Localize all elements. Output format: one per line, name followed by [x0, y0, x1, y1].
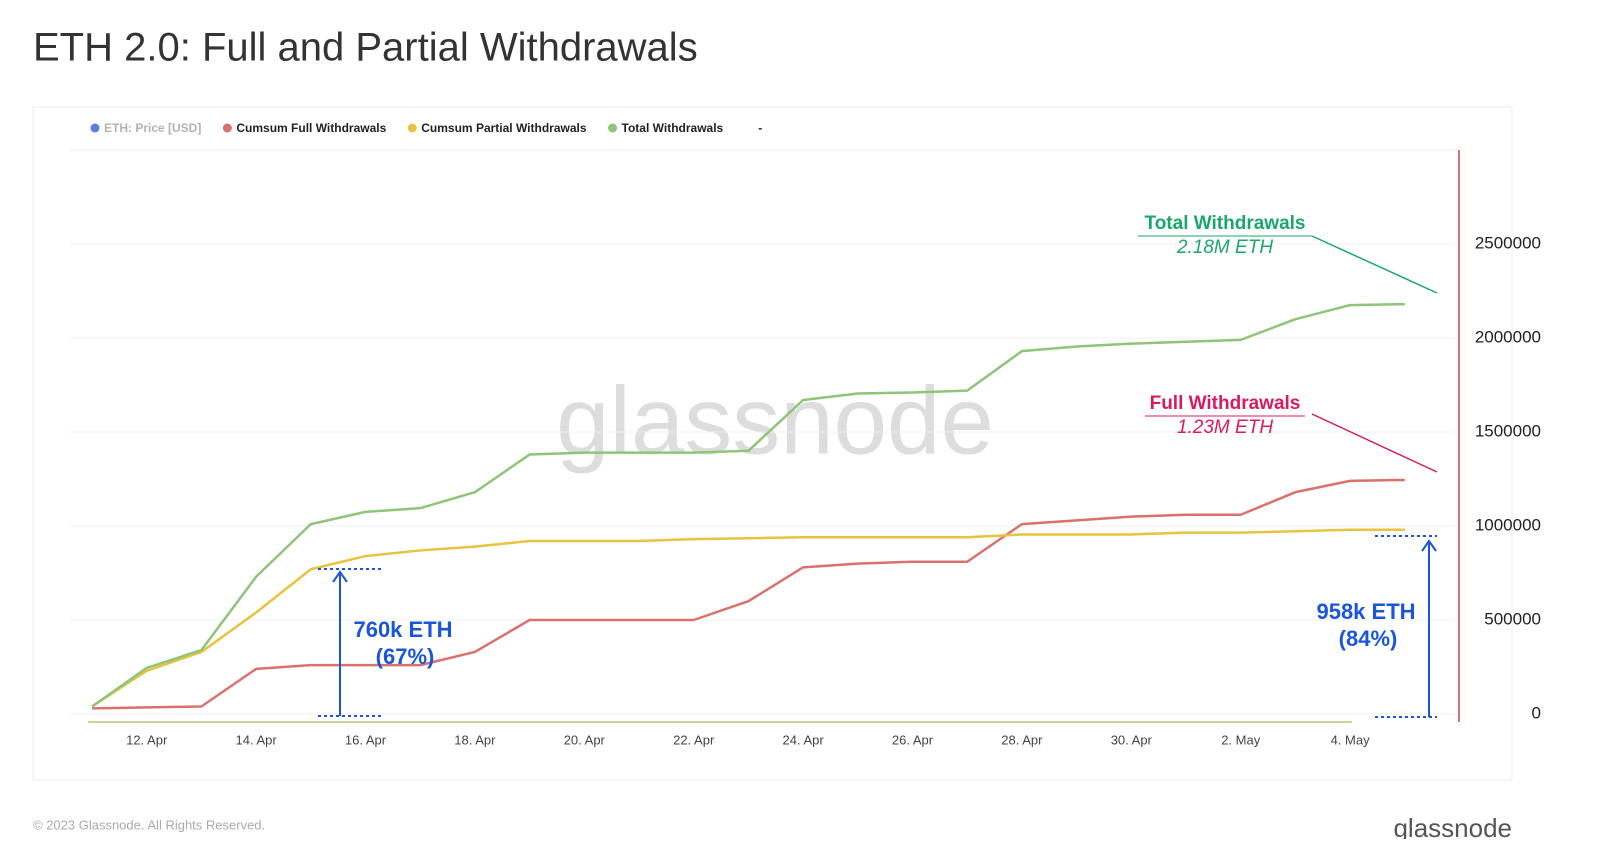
x-tick-label: 30. Apr [1111, 732, 1153, 747]
arrow-head [332, 570, 348, 583]
annotation-label: (84%) [1339, 626, 1398, 651]
footer: © 2023 Glassnode. All Rights Reserved. [33, 817, 265, 832]
legend-marker [608, 123, 618, 133]
x-tick-label: 4. May [1331, 732, 1371, 747]
x-tick-label: 22. Apr [673, 732, 715, 747]
legend-label: Total Withdrawals [622, 121, 724, 135]
annotation-label: 760k ETH [353, 617, 452, 642]
annotation-value: 2.18M ETH [1176, 237, 1273, 258]
watermark: glassnode [556, 367, 994, 474]
annotation-label: 958k ETH [1316, 599, 1415, 624]
y-tick-label: 1000000 [1475, 515, 1541, 534]
series-line [91, 478, 1405, 710]
series-line [91, 302, 1405, 708]
annotation-title: Total Withdrawals [1145, 213, 1306, 234]
x-tick-label: 16. Apr [345, 732, 387, 747]
legend-label: ETH: Price [USD] [104, 121, 201, 135]
chart-title: ETH 2.0: Full and Partial Withdrawals [33, 26, 698, 70]
x-tick-label: 18. Apr [454, 732, 496, 747]
brand: glassnode [1393, 813, 1512, 839]
annotation-label: (67%) [376, 644, 435, 669]
series-line [91, 528, 1405, 708]
legend-marker [407, 123, 417, 133]
legend-label: Cumsum Partial Withdrawals [421, 121, 587, 135]
legend-marker [744, 123, 754, 133]
plot: 0 500000 1000000 1500000 2000000 2500000 12. A… [70, 121, 1541, 747]
x-tick-label: 24. Apr [782, 732, 824, 747]
annotations: Total Withdrawals 2.18M ETH Full Withdra… [318, 213, 1438, 718]
x-tick-label: 26. Apr [892, 732, 934, 747]
y-tick-label: 0 [1532, 703, 1541, 722]
arrow-head [1421, 539, 1437, 552]
legend-marker [222, 123, 232, 133]
legend-label: - [758, 121, 762, 135]
leader-line [1311, 413, 1438, 473]
leader-line [1311, 235, 1438, 294]
chart-frame [32, 106, 1513, 781]
annotation-value: 1.23M ETH [1177, 417, 1273, 438]
y-tick-label: 2500000 [1475, 233, 1541, 252]
x-tick-label: 2. May [1221, 732, 1261, 747]
x-tick-label: 28. Apr [1001, 732, 1043, 747]
legend-marker [90, 123, 100, 133]
y-tick-label: 1500000 [1475, 421, 1541, 440]
annotation-title: Full Withdrawals [1150, 393, 1301, 414]
legend-label: Cumsum Full Withdrawals [236, 121, 386, 135]
y-tick-label: 500000 [1484, 609, 1541, 628]
x-tick-label: 20. Apr [564, 732, 606, 747]
y-tick-label: 2000000 [1475, 327, 1541, 346]
x-tick-label: 14. Apr [235, 732, 277, 747]
x-tick-label: 12. Apr [126, 732, 168, 747]
